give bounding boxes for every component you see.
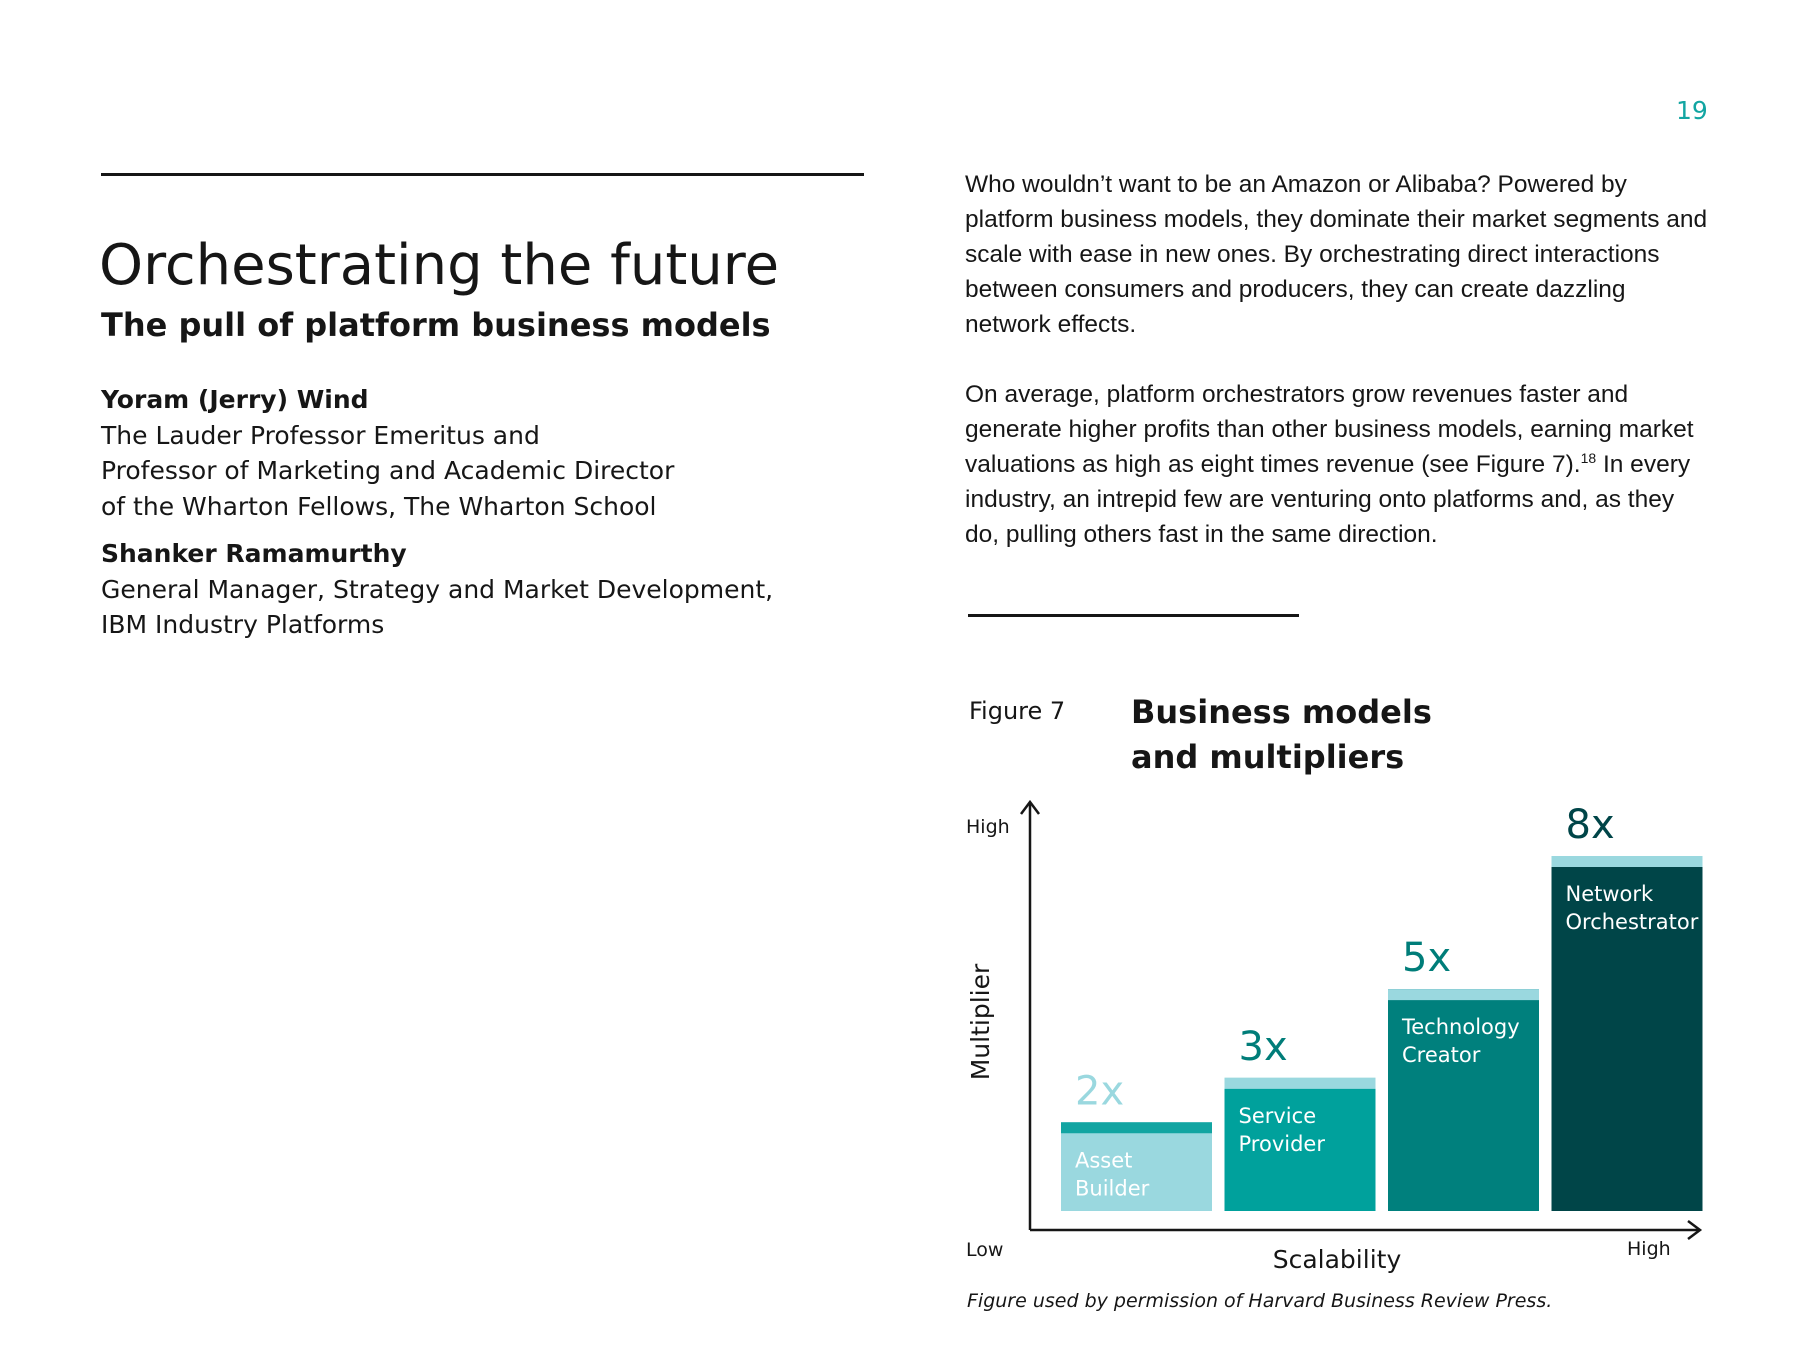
bar-category-label: Asset: [1075, 1148, 1132, 1172]
article-subtitle: The pull of platform business models: [101, 306, 771, 344]
author-title-line: Professor of Marketing and Academic Dire…: [101, 456, 675, 485]
chart-bar-cap: [1388, 989, 1539, 1001]
author-title-line: IBM Industry Platforms: [101, 610, 385, 639]
bar-category-label: Service: [1239, 1104, 1317, 1128]
x-axis-high-label: High: [1627, 1238, 1671, 1260]
bar-category-label: Creator: [1402, 1043, 1481, 1067]
chart-bar-cap: [1224, 1077, 1376, 1089]
author-title-line: of the Wharton Fellows, The Wharton Scho…: [101, 491, 657, 521]
author-list: Yoram (Jerry) Wind The Lauder Professor …: [101, 382, 801, 643]
article-title: Orchestrating the future: [99, 233, 780, 298]
body-paragraph: Who wouldn’t want to be an Amazon or Ali…: [965, 171, 1708, 338]
body-paragraph-text: On average, platform orchestrators grow …: [965, 381, 1694, 478]
x-axis-low-label: Low: [966, 1239, 1003, 1261]
bar-category-label: Orchestrator: [1566, 910, 1699, 934]
bar-category-label: Builder: [1075, 1176, 1150, 1200]
chart-bar: [1224, 1077, 1376, 1211]
body-text: Who wouldn’t want to be an Amazon or Ali…: [965, 167, 1710, 587]
x-axis-arrow-icon: [1687, 1220, 1703, 1240]
body-paragraph-text: In every industry, an intrepid few are v…: [965, 451, 1691, 548]
bar-category-label: Technology: [1401, 1015, 1520, 1039]
bar-value-label: 3x: [1239, 1024, 1288, 1070]
chart-bar: [1388, 989, 1539, 1211]
bar-value-label: 5x: [1402, 935, 1451, 981]
chart-bar-cap: [1551, 856, 1703, 867]
page-number: 19: [1676, 96, 1708, 125]
y-axis-arrow-icon: [1020, 799, 1040, 815]
y-axis-title: Multiplier: [966, 963, 995, 1080]
figure-divider: [968, 614, 1299, 617]
author-title-line: The Lauder Professor Emeritus and: [101, 420, 540, 450]
author-name: Yoram (Jerry) Wind: [101, 385, 369, 414]
chart-bar: [1551, 856, 1703, 1211]
figure-title-line: Business models: [1131, 693, 1432, 731]
author-title-line: General Manager, Strategy and Market Dev…: [101, 574, 774, 604]
x-axis-title: Scalability: [1273, 1245, 1402, 1274]
y-axis-high-label: High: [966, 816, 1010, 838]
bar-value-label: 2x: [1075, 1068, 1124, 1114]
chart-bar-cap: [1061, 1122, 1212, 1134]
body-paragraph: On average, platform orchestrators grow …: [965, 377, 1710, 552]
author-spacer: [101, 524, 801, 536]
footnote-reference[interactable]: 18: [1580, 450, 1597, 466]
bar-category-label: Network: [1566, 882, 1655, 906]
figure-label: Figure 7: [969, 697, 1066, 725]
figure-title-line: and multipliers: [1131, 738, 1405, 776]
author-name: Shanker Ramamurthy: [101, 539, 407, 568]
chart-bar: [1061, 1122, 1212, 1211]
figure-title: Business models and multipliers: [1131, 690, 1491, 780]
figure-caption: Figure used by permission of Harvard Bus…: [967, 1290, 1553, 1312]
bar-category-label: Provider: [1239, 1132, 1326, 1156]
section-divider: [101, 173, 864, 176]
bar-value-label: 8x: [1566, 802, 1615, 848]
